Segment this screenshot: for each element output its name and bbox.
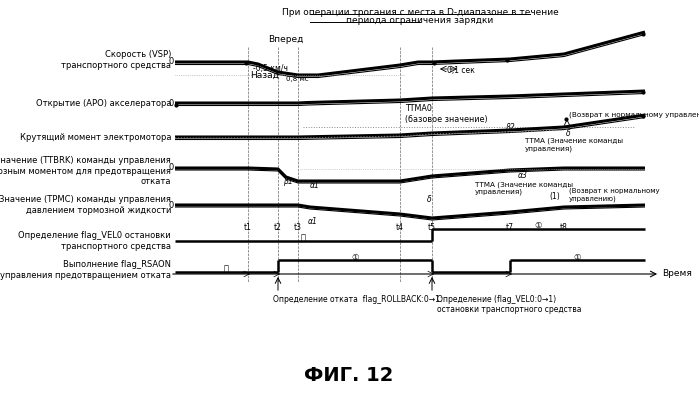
Text: ⓪: ⓪ [301, 234, 305, 243]
Text: α1: α1 [308, 217, 318, 226]
Text: ТTMA (Значение команды
управления): ТTMA (Значение команды управления) [475, 181, 573, 195]
Text: ТTMA0
(базовое значение): ТTMA0 (базовое значение) [405, 104, 488, 124]
Text: (Возврат к нормальному управлению): (Возврат к нормальному управлению) [569, 112, 699, 118]
Text: t1: t1 [244, 222, 252, 232]
Text: ТTMA (Значение команды
управления): ТTMA (Значение команды управления) [525, 138, 623, 152]
Text: 0: 0 [168, 164, 174, 173]
Text: ⓪: ⓪ [224, 264, 229, 273]
Text: Выполнение flag_RSAON
управления предотвращением отката: Выполнение flag_RSAON управления предотв… [0, 260, 171, 280]
Text: δ: δ [566, 128, 570, 138]
Text: Вперед: Вперед [268, 36, 303, 45]
Text: Определение flag_VEL0 остановки
транспортного средства: Определение flag_VEL0 остановки транспор… [18, 231, 171, 251]
Text: t5: t5 [428, 222, 436, 232]
Text: Скорость (VSP)
транспортного средства: Скорость (VSP) транспортного средства [61, 50, 171, 70]
Text: ①: ① [534, 222, 542, 230]
Text: ①: ① [352, 252, 359, 262]
Text: β1: β1 [283, 177, 293, 186]
Text: t4: t4 [396, 222, 404, 232]
Text: (1): (1) [549, 192, 560, 202]
Text: -0,5 км/ч: -0,5 км/ч [253, 64, 288, 72]
Text: Время: Время [662, 269, 692, 279]
Text: t7: t7 [506, 222, 514, 232]
Text: (Возврат к нормальному
управлению): (Возврат к нормальному управлению) [569, 188, 660, 202]
Text: t2: t2 [274, 222, 282, 232]
Text: β2: β2 [505, 124, 514, 132]
Text: Значение (ТРМС) команды управления
давлением тормозной жидкости: Значение (ТРМС) команды управления давле… [0, 195, 171, 215]
Text: 0: 0 [168, 58, 174, 66]
Text: α3: α3 [518, 171, 528, 181]
Text: 0,1 сек: 0,1 сек [447, 66, 475, 75]
Text: Открытие (АРО) акселератора: Открытие (АРО) акселератора [36, 98, 171, 107]
Text: δ: δ [427, 196, 431, 205]
Text: Определение (flag_VEL0:0→1)
остановки транспортного средства: Определение (flag_VEL0:0→1) остановки тр… [437, 295, 582, 314]
Text: ①: ① [573, 252, 581, 262]
Text: При операции трогания с места в D-диапазоне в течение: При операции трогания с места в D-диапаз… [282, 8, 559, 17]
Text: α1: α1 [310, 181, 320, 190]
Text: 0: 0 [168, 98, 174, 107]
Text: ФИГ. 12: ФИГ. 12 [304, 366, 394, 385]
Text: 0: 0 [168, 200, 174, 209]
Text: t3: t3 [294, 222, 302, 232]
Text: Значение (TTBRK) команды управления
тормозным моментом для предотвращения
отката: Значение (TTBRK) команды управления торм… [0, 156, 171, 186]
Text: 0,8 мс: 0,8 мс [286, 76, 309, 82]
Text: t8: t8 [560, 222, 568, 232]
Text: Крутящий момент электромотора: Крутящий момент электромотора [20, 132, 171, 141]
Text: Назад: Назад [250, 70, 279, 79]
Text: Определение отката  flag_ROLLBACK:0→1:: Определение отката flag_ROLLBACK:0→1: [273, 295, 442, 304]
Text: периода ограничения зарядки: периода ограничения зарядки [347, 16, 493, 25]
